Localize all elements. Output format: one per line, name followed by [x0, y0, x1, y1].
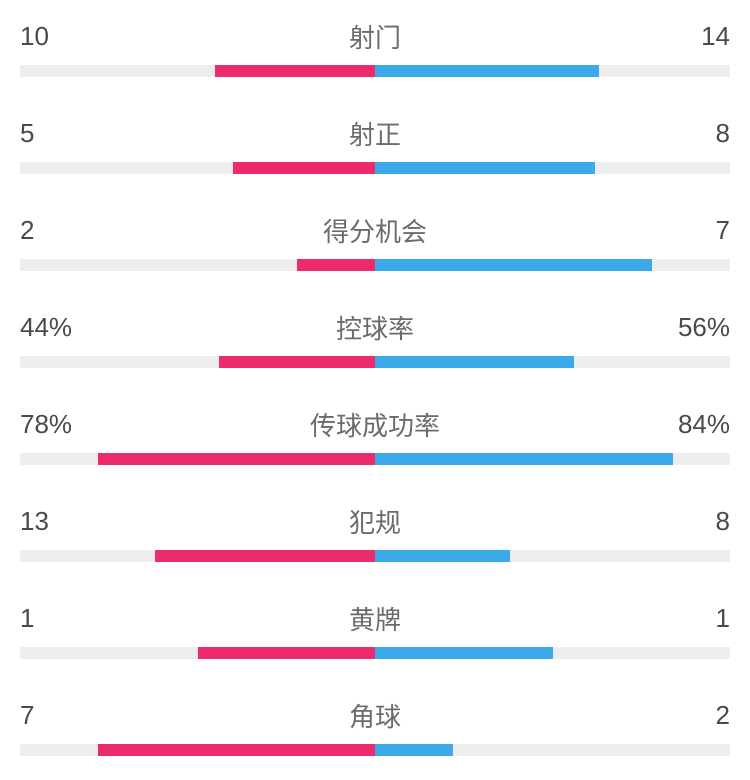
stat-bar-track-left	[20, 744, 375, 756]
stat-bar-fill-left	[98, 453, 375, 465]
match-stats-container: 10射门145射正82得分机会744%控球率56%78%传球成功率84%13犯规…	[20, 18, 730, 756]
stat-value-left: 5	[20, 118, 80, 149]
stat-value-right: 8	[670, 506, 730, 537]
stat-value-right: 2	[670, 700, 730, 731]
stat-bar-container	[20, 744, 730, 756]
stat-label: 犯规	[80, 503, 670, 540]
stat-bar-track-left	[20, 647, 375, 659]
stat-header: 2得分机会7	[20, 212, 730, 249]
stat-row: 1黄牌1	[20, 600, 730, 659]
stat-bar-container	[20, 259, 730, 271]
stat-bar-track-right	[375, 65, 730, 77]
stat-value-left: 13	[20, 506, 80, 537]
stat-label: 角球	[80, 697, 670, 734]
stat-row: 10射门14	[20, 18, 730, 77]
stat-bar-fill-left	[155, 550, 375, 562]
stat-bar-track-left	[20, 550, 375, 562]
stat-value-left: 78%	[20, 409, 80, 440]
stat-label: 传球成功率	[80, 406, 670, 443]
stat-bar-track-left	[20, 259, 375, 271]
stat-bar-fill-right	[375, 259, 652, 271]
stat-label: 黄牌	[80, 600, 670, 637]
stat-row: 13犯规8	[20, 503, 730, 562]
stat-header: 78%传球成功率84%	[20, 406, 730, 443]
stat-value-right: 7	[670, 215, 730, 246]
stat-bar-container	[20, 65, 730, 77]
stat-bar-track-right	[375, 550, 730, 562]
stat-bar-fill-right	[375, 162, 595, 174]
stat-value-left: 44%	[20, 312, 80, 343]
stat-row: 78%传球成功率84%	[20, 406, 730, 465]
stat-header: 1黄牌1	[20, 600, 730, 637]
stat-row: 5射正8	[20, 115, 730, 174]
stat-bar-fill-right	[375, 453, 673, 465]
stat-value-left: 7	[20, 700, 80, 731]
stat-bar-container	[20, 162, 730, 174]
stat-bar-track-right	[375, 162, 730, 174]
stat-bar-container	[20, 550, 730, 562]
stat-label: 控球率	[80, 309, 670, 346]
stat-bar-fill-right	[375, 356, 574, 368]
stat-value-right: 1	[670, 603, 730, 634]
stat-value-left: 2	[20, 215, 80, 246]
stat-bar-track-right	[375, 259, 730, 271]
stat-bar-fill-left	[215, 65, 375, 77]
stat-header: 7角球2	[20, 697, 730, 734]
stat-bar-track-left	[20, 162, 375, 174]
stat-header: 5射正8	[20, 115, 730, 152]
stat-value-right: 8	[670, 118, 730, 149]
stat-bar-fill-left	[297, 259, 375, 271]
stat-header: 10射门14	[20, 18, 730, 55]
stat-header: 13犯规8	[20, 503, 730, 540]
stat-bar-container	[20, 647, 730, 659]
stat-row: 7角球2	[20, 697, 730, 756]
stat-bar-fill-left	[98, 744, 375, 756]
stat-bar-fill-left	[219, 356, 375, 368]
stat-bar-fill-right	[375, 65, 599, 77]
stat-value-left: 10	[20, 21, 80, 52]
stat-bar-fill-left	[198, 647, 376, 659]
stat-header: 44%控球率56%	[20, 309, 730, 346]
stat-bar-fill-right	[375, 744, 453, 756]
stat-bar-container	[20, 453, 730, 465]
stat-label: 射门	[80, 18, 670, 55]
stat-bar-fill-left	[233, 162, 375, 174]
stat-label: 得分机会	[80, 212, 670, 249]
stat-value-left: 1	[20, 603, 80, 634]
stat-value-right: 56%	[670, 312, 730, 343]
stat-bar-track-right	[375, 356, 730, 368]
stat-bar-track-left	[20, 65, 375, 77]
stat-value-right: 14	[670, 21, 730, 52]
stat-value-right: 84%	[670, 409, 730, 440]
stat-bar-track-right	[375, 453, 730, 465]
stat-bar-fill-right	[375, 647, 553, 659]
stat-bar-track-right	[375, 744, 730, 756]
stat-row: 44%控球率56%	[20, 309, 730, 368]
stat-bar-container	[20, 356, 730, 368]
stat-label: 射正	[80, 115, 670, 152]
stat-bar-track-left	[20, 356, 375, 368]
stat-bar-fill-right	[375, 550, 510, 562]
stat-bar-track-right	[375, 647, 730, 659]
stat-row: 2得分机会7	[20, 212, 730, 271]
stat-bar-track-left	[20, 453, 375, 465]
